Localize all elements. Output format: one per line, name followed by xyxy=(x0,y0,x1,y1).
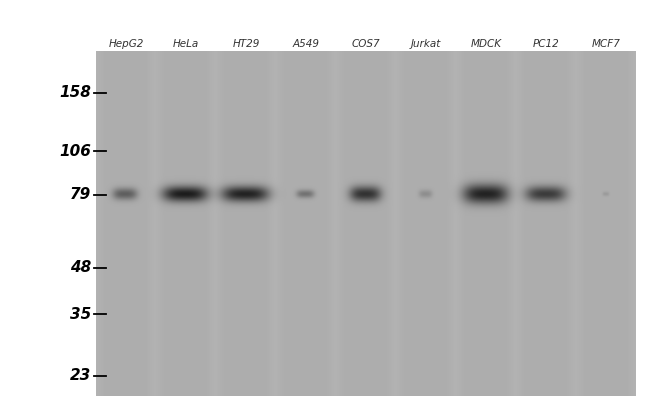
Text: 79: 79 xyxy=(70,187,91,202)
Text: Jurkat: Jurkat xyxy=(411,39,441,49)
Text: 158: 158 xyxy=(59,85,91,100)
Text: 106: 106 xyxy=(59,144,91,159)
Text: 35: 35 xyxy=(70,306,91,321)
Text: MCF7: MCF7 xyxy=(592,39,620,49)
Text: 48: 48 xyxy=(70,260,91,275)
Text: COS7: COS7 xyxy=(352,39,380,49)
Text: MDCK: MDCK xyxy=(471,39,501,49)
Text: PC12: PC12 xyxy=(532,39,559,49)
Text: HeLa: HeLa xyxy=(173,39,200,49)
Text: 23: 23 xyxy=(70,368,91,383)
Text: A549: A549 xyxy=(292,39,320,49)
Text: HT29: HT29 xyxy=(232,39,260,49)
Text: HepG2: HepG2 xyxy=(109,39,144,49)
